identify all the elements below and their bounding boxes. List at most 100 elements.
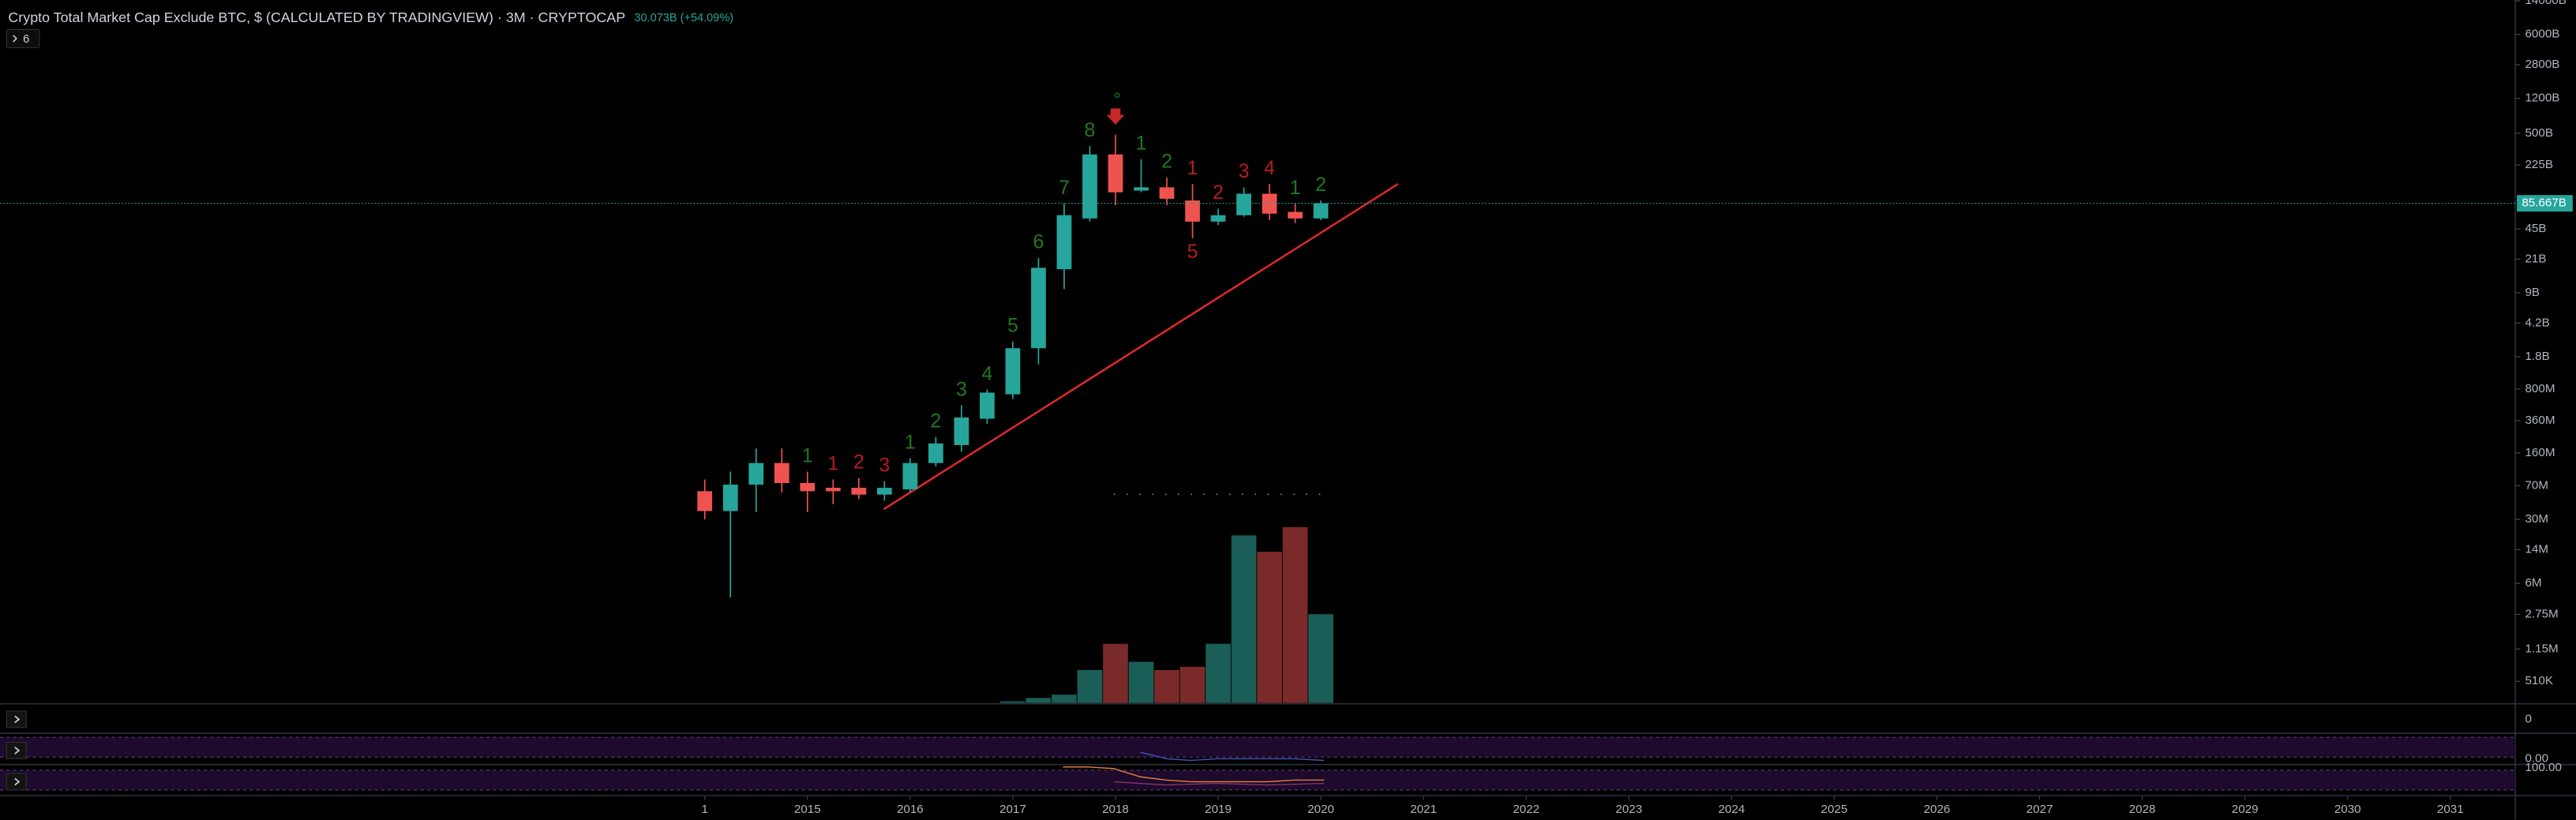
pane-toggle[interactable] bbox=[6, 773, 27, 791]
candle-body bbox=[1005, 348, 1021, 395]
chart-title: Crypto Total Market Cap Exclude BTC, $ (… bbox=[8, 9, 625, 25]
x-tick-label: 2027 bbox=[2027, 803, 2053, 816]
y-tick-label: 360M bbox=[2525, 414, 2555, 427]
y-tick-label: 14M bbox=[2525, 543, 2548, 556]
volume-bar bbox=[1231, 535, 1257, 703]
volume-bar bbox=[1154, 670, 1179, 703]
indicators-toggle[interactable]: 6 bbox=[6, 28, 40, 48]
candle-body bbox=[722, 485, 738, 511]
x-tick-label: 2025 bbox=[1821, 803, 1848, 816]
td-count: 1 bbox=[827, 452, 838, 474]
volume-bar bbox=[1000, 701, 1026, 703]
td-count: 2 bbox=[1315, 174, 1326, 196]
td-count: 1 bbox=[1290, 177, 1301, 199]
toggle-box[interactable] bbox=[6, 773, 27, 791]
candle-body bbox=[800, 483, 816, 492]
candle-body bbox=[1185, 200, 1200, 222]
pane-label: 0 bbox=[2525, 712, 2531, 725]
pane-label: 100.00 bbox=[2525, 761, 2561, 774]
td-count: 7 bbox=[1059, 177, 1070, 199]
chart-header: Crypto Total Market Cap Exclude BTC, $ (… bbox=[8, 9, 733, 25]
candle-body bbox=[876, 488, 892, 495]
indicator-line bbox=[1063, 766, 1325, 783]
x-tick-label: 2026 bbox=[1924, 803, 1951, 816]
y-tick-label: 1.15M bbox=[2525, 642, 2558, 655]
volume-bar bbox=[1206, 643, 1231, 703]
x-tick-label: 2023 bbox=[1615, 803, 1642, 816]
candle-body bbox=[1159, 187, 1175, 199]
toggle-box[interactable] bbox=[6, 742, 27, 759]
volume-bar bbox=[1128, 661, 1154, 703]
candle-body bbox=[1031, 268, 1046, 349]
y-tick-label: 1200B bbox=[2525, 92, 2559, 105]
indicator-count: 6 bbox=[23, 33, 29, 46]
td-count: 2 bbox=[930, 410, 941, 432]
indicator-line bbox=[1140, 751, 1325, 762]
pane-toggle[interactable] bbox=[6, 710, 27, 728]
y-tick-label: 4.2B bbox=[2525, 316, 2549, 329]
volume-bar bbox=[1077, 670, 1103, 703]
candle-body bbox=[928, 443, 943, 463]
td-count: 1 bbox=[1187, 157, 1198, 179]
x-tick-label: 2016 bbox=[897, 803, 924, 816]
volume-bar bbox=[1052, 695, 1077, 703]
y-tick-label: 500B bbox=[2525, 126, 2552, 140]
td-count: 5 bbox=[1007, 315, 1018, 337]
y-tick-label: 800M bbox=[2525, 382, 2555, 395]
indicator-line bbox=[1113, 781, 1325, 786]
volume-bar bbox=[1257, 552, 1282, 703]
y-tick-label: 30M bbox=[2525, 512, 2548, 526]
candle-body bbox=[980, 392, 995, 419]
indicators-box[interactable] bbox=[6, 28, 40, 48]
td-count: 3 bbox=[879, 455, 890, 477]
y-tick-label: 6000B bbox=[2525, 28, 2559, 41]
marker bbox=[1114, 92, 1120, 99]
y-tick-label: 510K bbox=[2525, 674, 2552, 687]
x-tick-label: 2021 bbox=[1410, 803, 1437, 816]
y-tick-label: 6M bbox=[2525, 576, 2541, 590]
td-count: 4 bbox=[981, 362, 992, 384]
volume-bar bbox=[1026, 698, 1052, 703]
y-tick-label: 14000B bbox=[2525, 0, 2566, 7]
chevron bbox=[14, 777, 21, 786]
td-count: 3 bbox=[1239, 160, 1250, 182]
candle-body bbox=[1288, 212, 1303, 219]
y-tick-label: 21B bbox=[2525, 252, 2546, 265]
y-tick-label: 9B bbox=[2525, 286, 2540, 299]
td-count: 3 bbox=[956, 378, 967, 400]
chevron bbox=[14, 715, 21, 724]
x-tick-label: 2029 bbox=[2232, 803, 2259, 816]
x-tick-label: 2028 bbox=[2129, 803, 2156, 816]
y-tick-label: 45B bbox=[2525, 222, 2546, 235]
candle-body bbox=[774, 462, 789, 484]
x-tick-label: 2024 bbox=[1718, 803, 1745, 816]
x-tick-label: 1 bbox=[702, 803, 708, 816]
pane-label: 0.00 bbox=[2525, 751, 2548, 765]
td-count: 2 bbox=[1213, 182, 1224, 204]
volume-bar bbox=[1179, 666, 1206, 703]
chevron bbox=[13, 35, 17, 43]
candle-body bbox=[1056, 215, 1072, 270]
candle-body bbox=[1134, 187, 1149, 191]
chevron bbox=[14, 747, 21, 754]
pane-toggle[interactable] bbox=[6, 742, 27, 759]
x-tick-label: 2015 bbox=[794, 803, 821, 816]
x-tick-label: 2022 bbox=[1513, 803, 1539, 816]
candle-body bbox=[697, 491, 713, 511]
td-count: 5 bbox=[1187, 241, 1198, 263]
y-tick-label: 225B bbox=[2525, 158, 2552, 171]
candle-body bbox=[851, 488, 867, 495]
candle-body bbox=[1210, 215, 1226, 222]
td-count: 6 bbox=[1033, 231, 1044, 253]
candle-body bbox=[1082, 154, 1097, 219]
volume-bar bbox=[1103, 643, 1128, 703]
x-tick-label: 2031 bbox=[2437, 803, 2464, 816]
td-count: 2 bbox=[1161, 151, 1172, 173]
y-tick-label: 2800B bbox=[2525, 58, 2559, 71]
y-tick-label: 2.75M bbox=[2525, 607, 2558, 620]
volume-bar bbox=[1308, 614, 1333, 703]
candle-body bbox=[825, 488, 841, 492]
y-tick-label: 160M bbox=[2525, 446, 2555, 459]
toggle-box[interactable] bbox=[6, 710, 27, 728]
